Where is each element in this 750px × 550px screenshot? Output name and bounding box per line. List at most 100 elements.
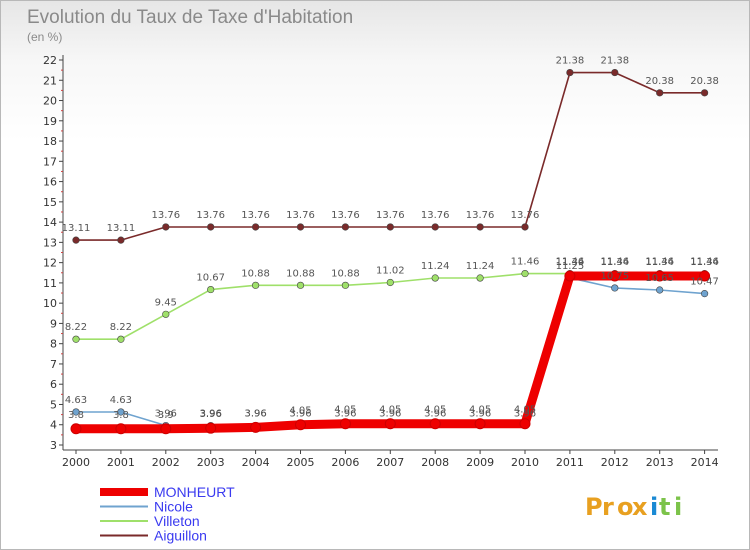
data-point-aiguillon bbox=[656, 89, 664, 97]
data-label-monheurt: 4.05 bbox=[424, 405, 446, 416]
y-tick-label: 10 bbox=[43, 297, 57, 310]
data-label-monheurt: 4.05 bbox=[289, 406, 311, 417]
data-point-villeton bbox=[207, 285, 215, 294]
data-label-villeton: 11.24 bbox=[466, 261, 495, 272]
data-point-aiguillon bbox=[72, 236, 80, 244]
data-point-villeton bbox=[431, 274, 439, 282]
data-label-nicole: 3.96 bbox=[155, 409, 177, 420]
data-label-nicole: 3.96 bbox=[334, 409, 356, 420]
data-label-nicole: 3.96 bbox=[200, 409, 222, 420]
data-label-nicole: 3.96 bbox=[514, 409, 536, 420]
y-tick-label: 3 bbox=[50, 439, 57, 452]
logo-letter: x bbox=[632, 493, 648, 521]
data-label-aiguillon: 13.76 bbox=[241, 210, 270, 221]
x-tick-label: 2008 bbox=[421, 456, 449, 469]
data-point-nicole bbox=[611, 284, 619, 292]
x-tick-label: 2010 bbox=[511, 456, 539, 469]
x-tick-label: 2000 bbox=[62, 456, 90, 469]
data-point-nicole bbox=[117, 408, 125, 416]
data-label-monheurt: 3.96 bbox=[200, 409, 222, 420]
y-tick-label: 20 bbox=[43, 95, 57, 108]
y-tick-label: 22 bbox=[43, 54, 57, 67]
data-label-aiguillon: 13.76 bbox=[421, 210, 450, 221]
y-tick-label: 6 bbox=[50, 378, 57, 391]
logo-letter: t bbox=[659, 493, 670, 521]
data-point-monheurt bbox=[384, 418, 396, 430]
y-tick-label: 8 bbox=[50, 338, 57, 351]
data-label-villeton: 11.46 bbox=[600, 257, 629, 268]
data-label-nicole: 3.96 bbox=[244, 409, 266, 420]
data-label-aiguillon: 13.11 bbox=[62, 223, 91, 234]
data-label-aiguillon: 21.38 bbox=[556, 56, 585, 67]
data-point-monheurt bbox=[429, 418, 441, 430]
data-point-aiguillon bbox=[162, 223, 170, 231]
y-tick-label: 21 bbox=[43, 74, 57, 87]
legend-label-aiguillon: Aiguillon bbox=[154, 528, 207, 544]
data-label-monheurt: 3.8 bbox=[68, 410, 84, 421]
data-label-aiguillon: 13.76 bbox=[151, 210, 180, 221]
data-point-monheurt bbox=[564, 270, 576, 282]
x-tick-label: 2004 bbox=[242, 456, 270, 469]
data-label-aiguillon: 20.38 bbox=[645, 76, 674, 87]
data-label-villeton: 9.45 bbox=[155, 297, 177, 308]
data-label-monheurt: 11.34 bbox=[645, 257, 674, 268]
data-label-monheurt: 4.05 bbox=[379, 405, 401, 416]
data-label-nicole: 4.63 bbox=[65, 395, 87, 406]
data-point-aiguillon bbox=[296, 223, 305, 231]
logo-letter: P bbox=[585, 493, 603, 521]
data-label-nicole: 3.96 bbox=[424, 409, 446, 420]
y-axis-unit-label: (en %) bbox=[27, 30, 63, 44]
data-label-nicole: 3.96 bbox=[379, 409, 401, 420]
data-point-monheurt bbox=[699, 270, 711, 282]
data-label-villeton: 10.88 bbox=[331, 268, 360, 279]
data-point-villeton bbox=[252, 281, 260, 289]
data-point-aiguillon bbox=[566, 68, 574, 77]
legend-label-villeton: Villeton bbox=[154, 513, 200, 529]
data-point-aiguillon bbox=[521, 223, 529, 231]
data-label-villeton: 11.46 bbox=[511, 257, 540, 268]
data-label-nicole: 3.96 bbox=[469, 409, 491, 420]
data-point-aiguillon bbox=[252, 223, 260, 231]
data-point-villeton bbox=[162, 310, 170, 318]
legend-label-monheurt: MONHEURT bbox=[154, 484, 235, 500]
data-label-monheurt: 11.34 bbox=[600, 257, 629, 268]
y-tick-label: 15 bbox=[43, 196, 57, 209]
chart-title: Evolution du Taux de Taxe d'Habitation bbox=[27, 7, 354, 28]
x-tick-label: 2001 bbox=[107, 456, 135, 469]
data-label-aiguillon: 13.76 bbox=[196, 210, 225, 221]
y-tick-label: 17 bbox=[43, 155, 57, 168]
data-label-aiguillon: 21.38 bbox=[600, 56, 629, 67]
data-point-aiguillon bbox=[700, 89, 709, 97]
y-tick-label: 12 bbox=[43, 257, 57, 270]
data-label-villeton: 10.67 bbox=[196, 273, 225, 284]
data-point-nicole bbox=[72, 408, 80, 416]
y-tick-label: 16 bbox=[43, 176, 57, 189]
data-point-villeton bbox=[476, 274, 484, 282]
logo-letter: r bbox=[602, 493, 614, 521]
y-tick-label: 4 bbox=[50, 419, 57, 432]
y-tick-label: 11 bbox=[43, 277, 57, 290]
data-label-villeton: 8.22 bbox=[110, 322, 132, 333]
data-label-villeton: 11.46 bbox=[645, 257, 674, 268]
data-label-villeton: 11.46 bbox=[556, 257, 585, 268]
data-label-villeton: 11.46 bbox=[690, 257, 719, 268]
data-point-villeton bbox=[296, 281, 305, 289]
x-tick-label: 2009 bbox=[466, 456, 494, 469]
x-tick-label: 2003 bbox=[197, 456, 225, 469]
data-label-nicole: 3.96 bbox=[289, 409, 311, 420]
data-label-nicole: 11.25 bbox=[556, 261, 585, 272]
data-label-aiguillon: 13.76 bbox=[511, 210, 540, 221]
data-point-nicole bbox=[656, 286, 664, 294]
data-point-monheurt bbox=[474, 418, 486, 430]
data-label-aiguillon: 13.76 bbox=[376, 210, 405, 221]
data-point-monheurt bbox=[339, 418, 351, 430]
data-label-monheurt: 11.34 bbox=[556, 257, 585, 268]
y-tick-label: 9 bbox=[50, 317, 57, 330]
y-tick-label: 13 bbox=[43, 236, 57, 249]
data-point-monheurt bbox=[295, 419, 306, 431]
data-label-monheurt: 11.34 bbox=[690, 257, 719, 268]
data-label-nicole: 4.63 bbox=[110, 395, 132, 406]
data-label-nicole: 10.47 bbox=[690, 277, 719, 288]
data-point-villeton bbox=[386, 278, 394, 287]
